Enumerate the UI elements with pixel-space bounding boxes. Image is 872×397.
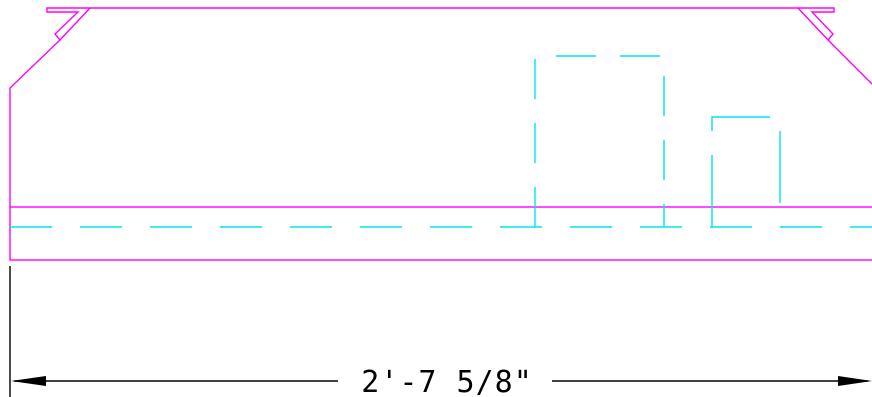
arrowhead-left-icon bbox=[11, 376, 46, 386]
bottom-rail bbox=[9, 206, 872, 261]
left-tab-inner bbox=[59, 7, 91, 41]
hidden-box-large bbox=[534, 55, 665, 227]
arrowhead-right-icon bbox=[838, 376, 872, 386]
hidden-box-small bbox=[711, 116, 781, 227]
right-tab-inner bbox=[797, 7, 829, 41]
dimension-label: 2'-7 5/8" bbox=[361, 365, 533, 397]
profile-outline bbox=[9, 7, 872, 207]
